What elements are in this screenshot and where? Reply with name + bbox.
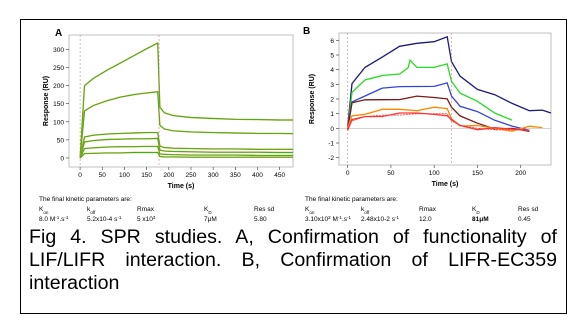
panel-a-x-tick-label: 250 xyxy=(186,172,197,179)
panel-a-kinetics-header: Rmax xyxy=(137,206,155,213)
panel-b-series-line xyxy=(347,82,530,132)
panel-b-fit-line xyxy=(347,113,530,131)
panel-b-kinetics-header: Kon xyxy=(305,206,315,215)
panel-b-y-tick-label: 3 xyxy=(330,82,334,89)
panel-a-fit-line xyxy=(79,41,293,159)
panel-b-y-tick-label: -2 xyxy=(328,155,334,162)
panel-b-kinetics-header: Res sd xyxy=(518,206,539,213)
panel-a-y-tick-label: 300 xyxy=(53,47,64,54)
panel-a-series-line xyxy=(79,152,293,159)
panel-b-x-tick-label: 100 xyxy=(429,170,440,177)
panel-b-kinetics-header: Rmax xyxy=(419,206,437,213)
panel-b-kinetics-value: 2.48x10-2 s-1 xyxy=(361,215,399,224)
panel-a-kinetics-title: The final kinetic parameters are: xyxy=(39,196,132,203)
panel-b-kinetics-header: KD xyxy=(472,206,480,215)
panel-a-x-tick-label: 400 xyxy=(252,172,263,179)
figure-panel: A 0 50 100 150 200 250 300 0 50 100 150 200 250 300 350… xyxy=(20,19,567,314)
panel-a-y-tick-label: 50 xyxy=(57,137,65,144)
panel-b-y-tick-label: -1 xyxy=(328,141,334,148)
panel-a-fit-line xyxy=(79,131,293,159)
panel-b-kinetics-value: 3.10x102 M-1.s-1 xyxy=(305,215,352,224)
panel-b-kinetics-value: 81μM xyxy=(472,216,489,223)
panel-a-y-axis-title: Response (RU) xyxy=(43,76,50,126)
panel-a-x-tick-label: 450 xyxy=(274,172,285,179)
panel-b-x-tick-label: 200 xyxy=(515,170,526,177)
panel-b-kinetics-value: 0.45 xyxy=(518,216,531,223)
panel-a-series-line xyxy=(79,145,293,159)
panel-a-y-tick-label: 200 xyxy=(53,83,64,90)
figure-caption: Fig 4. SPR studies. A, Confirmation of f… xyxy=(29,226,557,294)
panel-a-y-tick-label: 100 xyxy=(53,119,64,126)
panel-b-x-tick-label: 50 xyxy=(387,170,395,177)
panel-a-series-line xyxy=(79,91,294,159)
panel-a-series-line xyxy=(79,42,293,159)
panel-a-x-tick-label: 100 xyxy=(119,172,130,179)
panel-a-kinetics-header: Kon xyxy=(39,206,49,215)
panel-a-x-tick-label: 350 xyxy=(230,172,241,179)
panel-a-x-tick-label: 200 xyxy=(163,172,174,179)
panel-a-frame xyxy=(68,34,294,168)
panel-b-y-tick-label: 4 xyxy=(330,67,334,74)
panel-a-label: A xyxy=(55,28,62,39)
panel-a-y-tick-label: 250 xyxy=(53,65,64,72)
panel-b-y-tick-label: 1 xyxy=(330,111,334,118)
panel-a-series-line xyxy=(79,132,293,159)
panel-b-label: B xyxy=(303,26,310,37)
panel-a-x-tick-label: 0 xyxy=(78,172,82,179)
panel-a-y-tick-label: 150 xyxy=(53,101,64,108)
panel-a-x-axis-title: Time (s) xyxy=(168,183,195,190)
panel-a-x-tick-label: 50 xyxy=(99,172,107,179)
panel-b-series-line xyxy=(347,95,530,132)
panel-b-kinetics-header: koff xyxy=(361,206,370,215)
panel-b-y-tick-label: 6 xyxy=(330,38,334,45)
panel-a-kinetics-header: Res sd xyxy=(254,206,275,213)
panel-a-kinetics-value: 5 x103 xyxy=(137,215,156,224)
panel-b-y-tick-label: 2 xyxy=(330,97,334,104)
panel-a-series-line xyxy=(79,137,293,159)
panel-a-x-tick-label: 150 xyxy=(141,172,152,179)
panel-a-kinetics-value: 7μM xyxy=(204,216,217,223)
panel-b-y-axis-title: Response (RU) xyxy=(309,74,316,124)
panel-b-series-line xyxy=(347,35,552,127)
panel-b-series-line xyxy=(347,106,543,132)
panel-a-kinetics-header: koff xyxy=(87,206,96,215)
panel-a-kinetics-header: KD xyxy=(204,206,212,215)
panel-b-kinetics-title: The final kinetic parameters are: xyxy=(305,196,398,203)
panel-b-x-axis-title: Time (s) xyxy=(432,181,459,188)
panel-b-x-tick-label: 150 xyxy=(472,170,483,177)
panel-a-kinetics-value: 5.2x10-4 s-1 xyxy=(87,215,122,224)
panel-b-x-tick-label: 0 xyxy=(346,170,350,177)
panel-b-kinetics-value: 12.0 xyxy=(419,216,432,223)
panel-a-kinetics-value: 5.80 xyxy=(254,216,267,223)
panel-a-kinetics-value: 8.0 M-1.s-1 xyxy=(39,215,69,224)
panel-a-y-tick-label: 0 xyxy=(60,155,64,162)
panel-a-x-tick-label: 300 xyxy=(208,172,219,179)
panel-b-series-line xyxy=(347,58,513,130)
panel-b-y-tick-label: 0 xyxy=(330,126,334,133)
panel-b-y-tick-label: 5 xyxy=(330,53,334,60)
